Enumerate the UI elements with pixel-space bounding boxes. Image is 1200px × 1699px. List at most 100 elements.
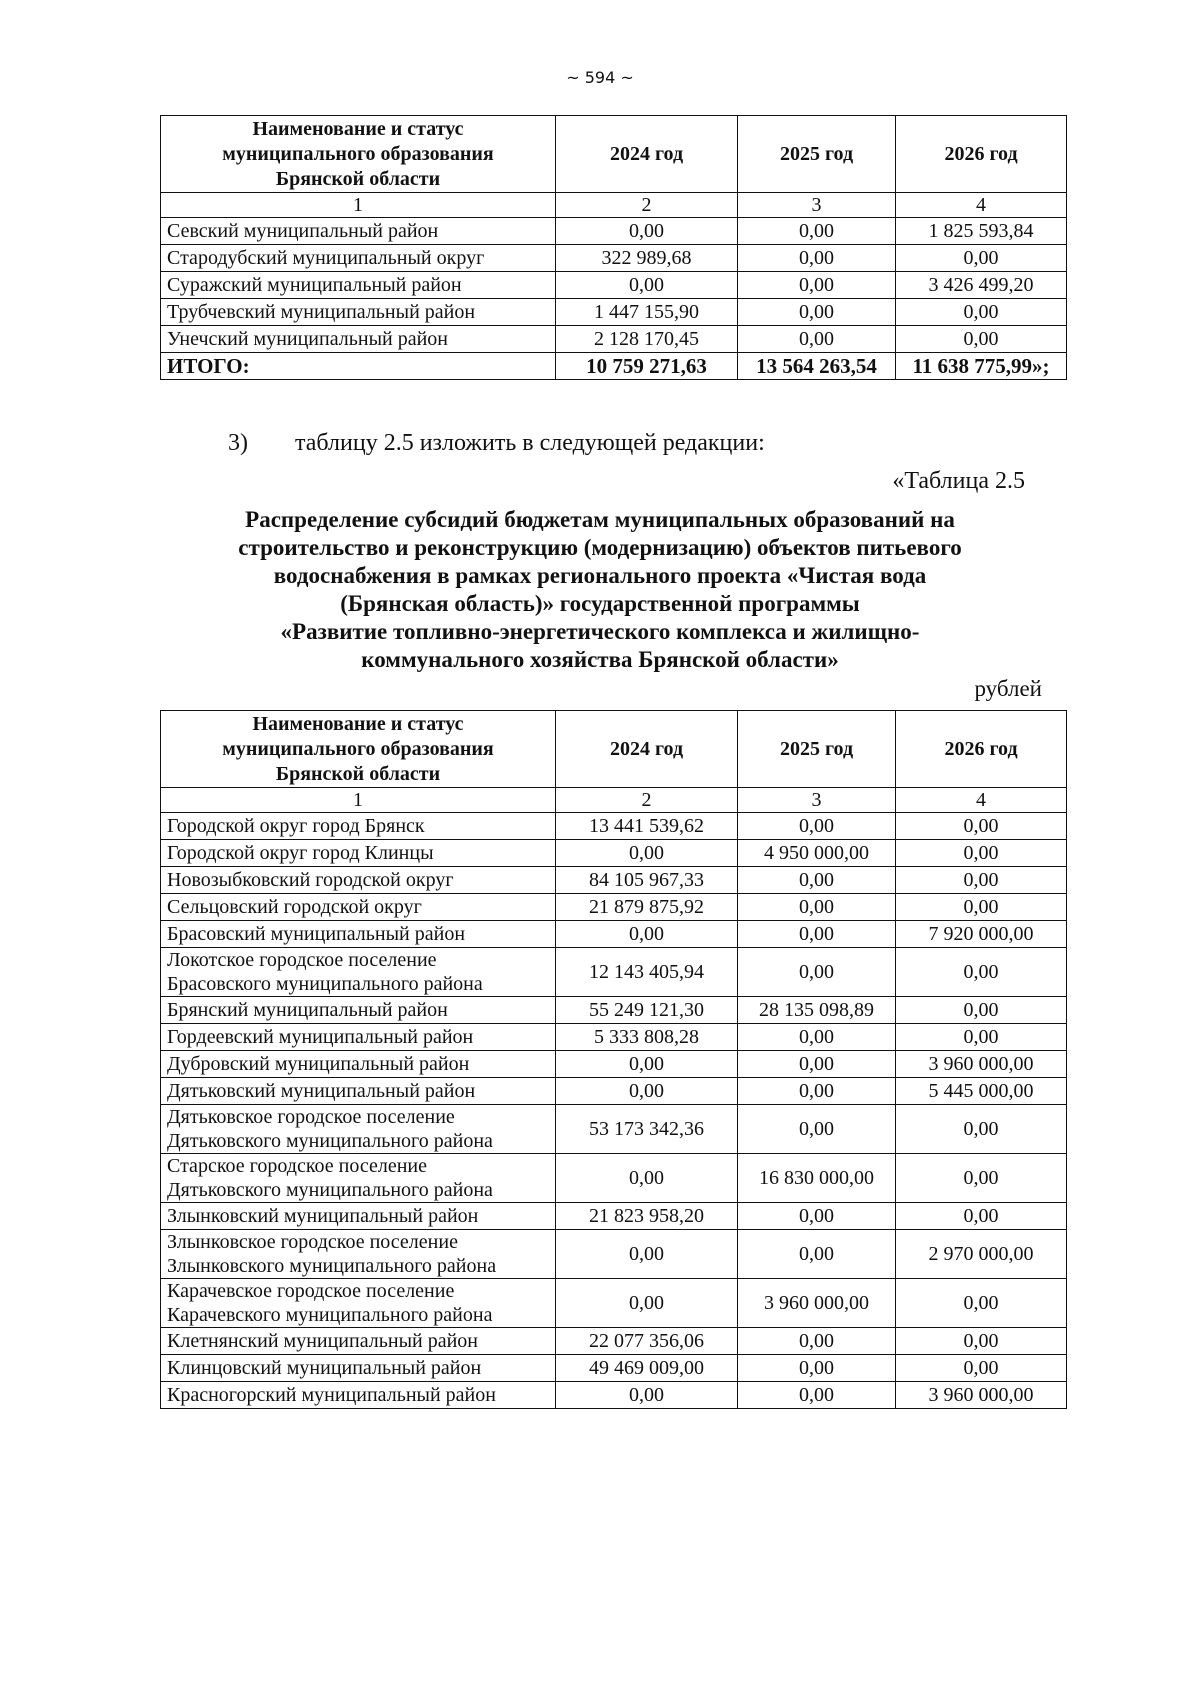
table-row: Локотское городское поселение Брасовског… bbox=[160, 947, 1067, 997]
table-row: Севский муниципальный район 0,00 0,00 1 825… bbox=[160, 217, 1067, 245]
cell: 0,00 bbox=[737, 1077, 896, 1105]
cell: 2025 год bbox=[737, 710, 896, 788]
cell: 0,00 bbox=[895, 996, 1067, 1024]
cell: 0,00 bbox=[895, 244, 1067, 272]
title-line: водоснабжения в рамках регионального про… bbox=[273, 563, 927, 588]
table-row: Старское городское поселение Дятьковског… bbox=[160, 1153, 1067, 1203]
cell-name: Севский муниципальный район bbox=[160, 217, 556, 245]
table-row: Дубровский муниципальный район 0,00 0,00 3 … bbox=[160, 1050, 1067, 1078]
cell: 28 135 098,89 bbox=[737, 996, 896, 1024]
table-row: Брасовский муниципальный район 0,00 0,00 7 … bbox=[160, 920, 1067, 948]
header-row: Наименование и статус муниципального обр… bbox=[160, 710, 1067, 788]
cell: 0,00 bbox=[555, 1278, 738, 1328]
cell: 3 960 000,00 bbox=[895, 1050, 1067, 1078]
cell: 0,00 bbox=[737, 920, 896, 948]
cell: 16 830 000,00 bbox=[737, 1153, 896, 1203]
title-line: коммунального хозяйства Брянской области… bbox=[361, 647, 839, 672]
cell: 3 bbox=[737, 192, 896, 218]
cell-name: 1 bbox=[160, 787, 556, 813]
table-row: Красногорский муниципальный район 0,00 0,0… bbox=[160, 1381, 1067, 1409]
item-number: 3) bbox=[228, 430, 248, 456]
table-row: Новозыбковский городской округ 84 105 967… bbox=[160, 866, 1067, 894]
cell: 21 823 958,20 bbox=[555, 1202, 738, 1230]
cell: 5 333 808,28 bbox=[555, 1023, 738, 1051]
cell: 0,00 bbox=[895, 947, 1067, 997]
cell: 0,00 bbox=[737, 325, 896, 353]
cell: 2 128 170,45 bbox=[555, 325, 738, 353]
cell-name: Старское городское поселение Дятьковског… bbox=[160, 1153, 556, 1203]
title-line: строительство и реконструкцию (модерниза… bbox=[238, 535, 962, 560]
cell: 0,00 bbox=[737, 893, 896, 921]
cell: 2025 год bbox=[737, 115, 896, 193]
cell: 0,00 bbox=[555, 1381, 738, 1409]
cell: 0,00 bbox=[737, 271, 896, 299]
table: Наименование и статус муниципального обр… bbox=[160, 115, 1067, 380]
cell: 13 441 539,62 bbox=[555, 812, 738, 840]
cell: 49 469 009,00 bbox=[555, 1354, 738, 1382]
cell: 22 077 356,06 bbox=[555, 1327, 738, 1355]
table-row: Унечский муниципальный район 2 128 170,45… bbox=[160, 325, 1067, 353]
cell-name: Унечский муниципальный район bbox=[160, 325, 556, 353]
table-label: «Таблица 2.5 bbox=[892, 468, 1025, 494]
total-row: ИТОГО: 10 759 271,63 13 564 263,54 11 638 7… bbox=[160, 352, 1067, 380]
cell: 0,00 bbox=[737, 947, 896, 997]
cell-name: ИТОГО: bbox=[160, 352, 556, 380]
header-row: Наименование и статус муниципального обр… bbox=[160, 115, 1067, 193]
table-row: Городской округ город Клинцы 0,00 4 950 00… bbox=[160, 839, 1067, 867]
cell: 0,00 bbox=[737, 1104, 896, 1154]
cell: 2026 год bbox=[895, 115, 1067, 193]
cell: 0,00 bbox=[555, 1229, 738, 1279]
cell-name: Трубчевский муниципальный район bbox=[160, 298, 556, 326]
cell: 0,00 bbox=[737, 1050, 896, 1078]
cell-name: Дятьковское городское поселение Дятьковс… bbox=[160, 1104, 556, 1154]
table-row: Злынковское городское поселение Злынковс… bbox=[160, 1229, 1067, 1279]
cell: 5 445 000,00 bbox=[895, 1077, 1067, 1105]
table-row: Стародубский муниципальный округ 322 989,… bbox=[160, 244, 1067, 272]
cell: 0,00 bbox=[895, 1202, 1067, 1230]
cell: 2 bbox=[555, 192, 738, 218]
cell: 0,00 bbox=[737, 1229, 896, 1279]
cell: 2024 год bbox=[555, 115, 738, 193]
cell: 0,00 bbox=[555, 839, 738, 867]
cell-name: Сельцовский городской округ bbox=[160, 893, 556, 921]
cell: 0,00 bbox=[895, 1354, 1067, 1382]
cell: 0,00 bbox=[737, 1202, 896, 1230]
cell: 0,00 bbox=[737, 866, 896, 894]
cell-name: Наименование и статус муниципального обр… bbox=[160, 115, 556, 193]
cell: 7 920 000,00 bbox=[895, 920, 1067, 948]
cell-name: Суражский муниципальный район bbox=[160, 271, 556, 299]
table-row: Злынковский муниципальный район 21 823 95… bbox=[160, 1202, 1067, 1230]
cell: 0,00 bbox=[555, 1050, 738, 1078]
cell: 0,00 bbox=[737, 1023, 896, 1051]
cell: 12 143 405,94 bbox=[555, 947, 738, 997]
cell: 0,00 bbox=[737, 244, 896, 272]
cell: 0,00 bbox=[895, 839, 1067, 867]
table-title: Распределение субсидий бюджетам муниципа… bbox=[0, 506, 1200, 674]
cell: 1 447 155,90 bbox=[555, 298, 738, 326]
cell: 0,00 bbox=[895, 325, 1067, 353]
cell: 0,00 bbox=[737, 812, 896, 840]
table-row: Городской округ город Брянск 13 441 539,6… bbox=[160, 812, 1067, 840]
cell-name: Дубровский муниципальный район bbox=[160, 1050, 556, 1078]
cell: 4 bbox=[895, 787, 1067, 813]
cell: 3 960 000,00 bbox=[895, 1381, 1067, 1409]
cell-name: Наименование и статус муниципального обр… bbox=[160, 710, 556, 788]
cell: 21 879 875,92 bbox=[555, 893, 738, 921]
page-number: ~ 594 ~ bbox=[566, 68, 634, 87]
table-row: Гордеевский муниципальный район 5 333 808… bbox=[160, 1023, 1067, 1051]
table-row: Сельцовский городской округ 21 879 875,92… bbox=[160, 893, 1067, 921]
cell-name: Гордеевский муниципальный район bbox=[160, 1023, 556, 1051]
cell: 84 105 967,33 bbox=[555, 866, 738, 894]
unit: рублей bbox=[974, 676, 1042, 701]
cell: 0,00 bbox=[895, 1153, 1067, 1203]
cell: 0,00 bbox=[555, 271, 738, 299]
cell: 0,00 bbox=[895, 866, 1067, 894]
cell-name: Стародубский муниципальный округ bbox=[160, 244, 556, 272]
cell-name: Брасовский муниципальный район bbox=[160, 920, 556, 948]
cell: 2 bbox=[555, 787, 738, 813]
cell: 11 638 775,99»; bbox=[895, 352, 1067, 380]
cell: 0,00 bbox=[555, 217, 738, 245]
